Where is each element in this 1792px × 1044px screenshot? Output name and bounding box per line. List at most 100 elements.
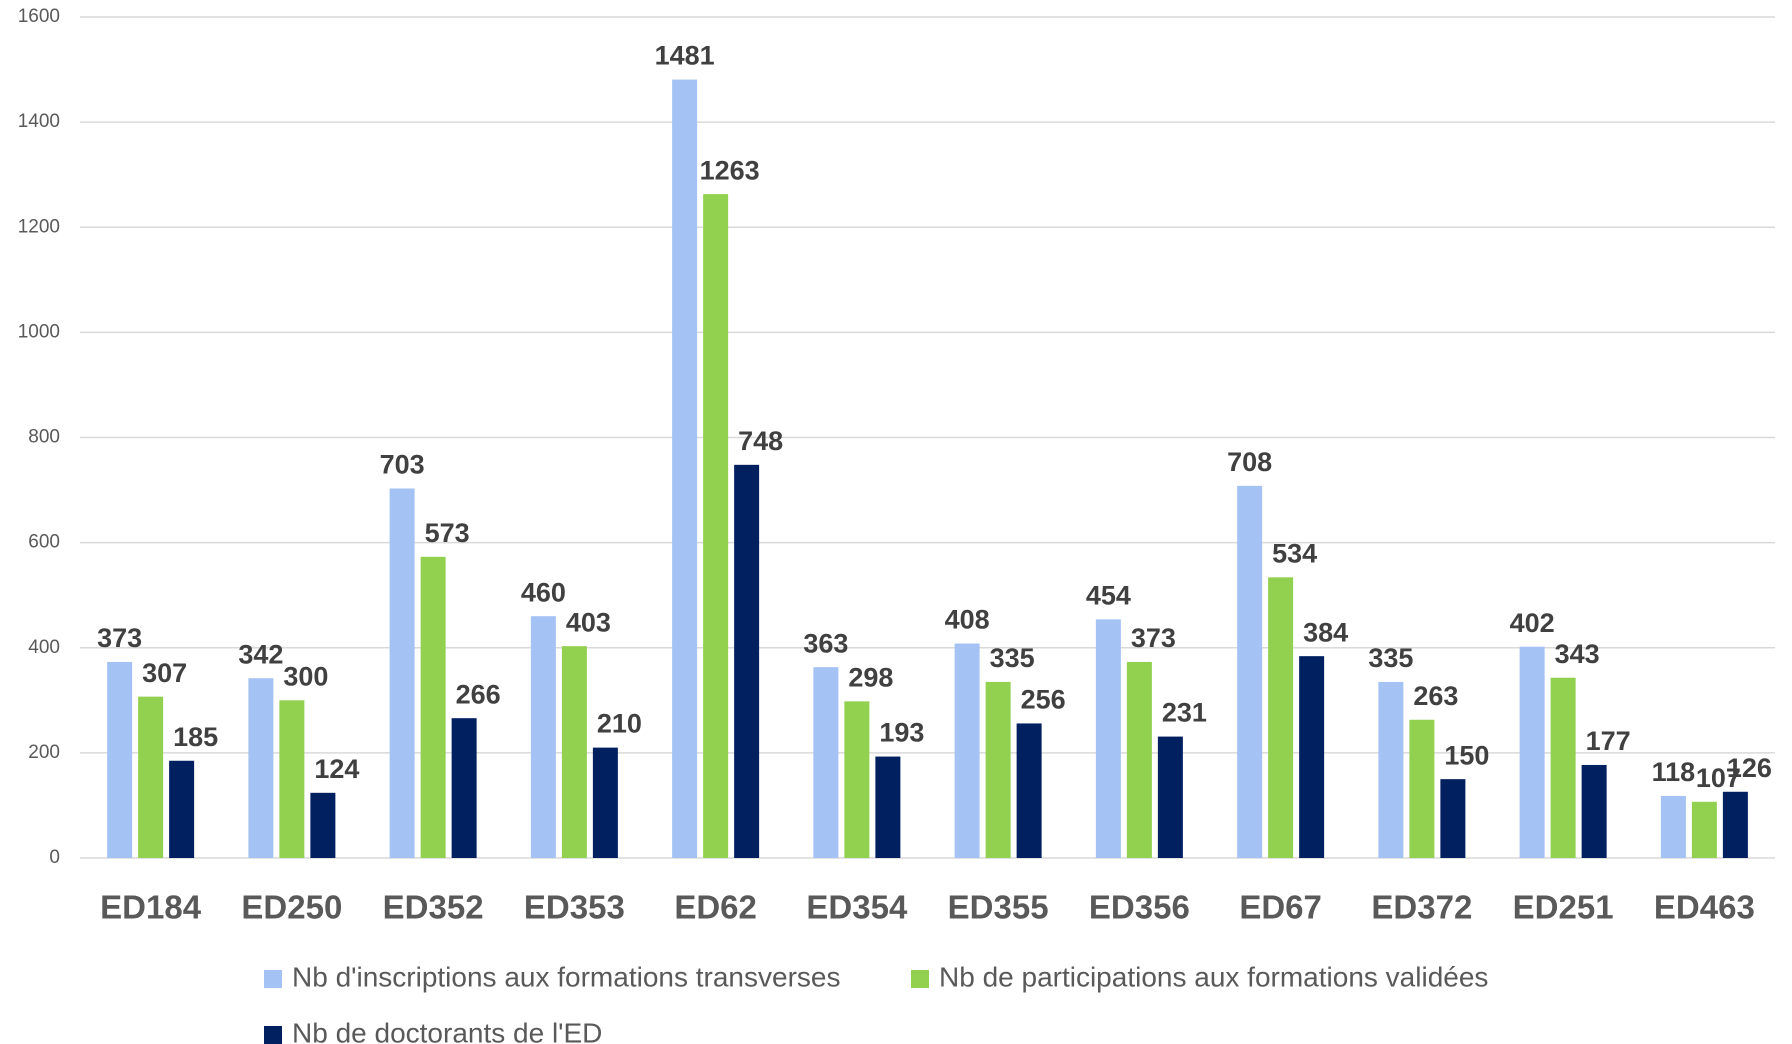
data-label: 210	[597, 709, 642, 739]
y-tick-label: 1200	[18, 216, 60, 237]
bar	[279, 700, 305, 858]
data-label: 231	[1162, 698, 1207, 728]
bar	[1126, 661, 1152, 858]
data-label: 1263	[700, 155, 760, 185]
legend-swatch	[264, 1026, 282, 1044]
data-label: 1481	[655, 41, 715, 71]
bar	[1722, 791, 1748, 858]
x-tick-label: ED250	[241, 889, 342, 926]
data-label: 150	[1444, 740, 1489, 770]
bar	[813, 667, 839, 858]
data-label: 748	[738, 426, 783, 456]
bar	[561, 646, 587, 858]
bar	[1440, 779, 1466, 858]
y-tick-label: 200	[28, 742, 60, 763]
y-tick-label: 1000	[18, 321, 60, 342]
data-label: 124	[314, 754, 359, 784]
bar	[875, 756, 901, 858]
data-label: 256	[1021, 685, 1066, 715]
y-tick-label: 1400	[18, 111, 60, 132]
data-label: 193	[879, 718, 924, 748]
data-label: 307	[142, 658, 187, 688]
x-tick-label: ED352	[383, 889, 484, 926]
bar	[138, 696, 164, 858]
bar	[169, 760, 195, 858]
bar	[1409, 719, 1435, 858]
bar	[985, 681, 1011, 858]
bar	[1378, 681, 1404, 858]
bar	[672, 79, 698, 858]
legend-label: Nb de participations aux formations vali…	[939, 961, 1488, 992]
data-label: 300	[283, 661, 328, 691]
bar	[592, 747, 618, 858]
bar	[1157, 736, 1183, 858]
bar	[530, 616, 556, 858]
x-tick-label: ED463	[1654, 889, 1755, 926]
x-tick-label: ED372	[1371, 889, 1472, 926]
x-tick-label: ED67	[1239, 889, 1322, 926]
bar	[844, 701, 870, 858]
data-label: 177	[1586, 726, 1631, 756]
x-tick-label: ED356	[1089, 889, 1190, 926]
x-tick-label: ED184	[100, 889, 202, 926]
data-label: 363	[803, 628, 848, 658]
x-tick-label: ED62	[674, 889, 757, 926]
data-label: 335	[1368, 643, 1413, 673]
data-label: 460	[521, 577, 566, 607]
bar	[734, 464, 760, 858]
bar	[1095, 619, 1121, 858]
data-label: 263	[1413, 681, 1458, 711]
legend-swatch	[264, 970, 282, 988]
legend-label: Nb d'inscriptions aux formations transve…	[292, 961, 840, 992]
data-label: 126	[1727, 753, 1772, 783]
y-tick-label: 0	[49, 847, 60, 868]
data-label: 403	[566, 607, 611, 637]
data-label: 708	[1227, 447, 1272, 477]
bar	[248, 678, 274, 858]
bar	[703, 194, 729, 858]
bar	[107, 661, 133, 858]
x-tick-label: ED355	[948, 889, 1049, 926]
data-label: 185	[173, 722, 218, 752]
bar	[1016, 723, 1042, 858]
data-label: 335	[990, 643, 1035, 673]
bar	[1519, 646, 1545, 858]
bar	[451, 718, 477, 858]
bar	[310, 792, 336, 858]
bar	[1581, 764, 1607, 858]
bar	[1691, 801, 1717, 858]
bar	[1660, 795, 1686, 858]
y-tick-label: 400	[28, 637, 60, 658]
bar	[389, 488, 415, 858]
data-label: 703	[380, 450, 425, 480]
x-tick-label: ED354	[806, 889, 908, 926]
data-label: 573	[425, 518, 470, 548]
bar	[1268, 577, 1294, 858]
bar	[954, 643, 980, 858]
data-label: 373	[97, 623, 142, 653]
data-label: 402	[1510, 608, 1555, 638]
legend-swatch	[911, 970, 929, 988]
x-tick-label: ED251	[1513, 889, 1614, 926]
y-tick-label: 800	[28, 427, 60, 448]
data-label: 384	[1303, 617, 1348, 647]
data-label: 342	[238, 639, 283, 669]
data-label: 373	[1131, 623, 1176, 653]
x-tick-label: ED353	[524, 889, 625, 926]
data-label: 343	[1555, 639, 1600, 669]
data-label: 534	[1272, 538, 1317, 568]
y-tick-label: 600	[28, 532, 60, 553]
y-tick-label: 1600	[18, 6, 60, 27]
bar	[1550, 677, 1576, 858]
data-label: 408	[945, 605, 990, 635]
data-label: 454	[1086, 580, 1131, 610]
data-label: 298	[848, 662, 893, 692]
data-label: 118	[1652, 757, 1696, 787]
legend-label: Nb de doctorants de l'ED	[292, 1017, 602, 1044]
bar	[1237, 485, 1263, 858]
data-label: 266	[456, 679, 501, 709]
data-label: 107	[1696, 763, 1741, 793]
bar	[1299, 656, 1325, 858]
bar	[420, 556, 446, 858]
